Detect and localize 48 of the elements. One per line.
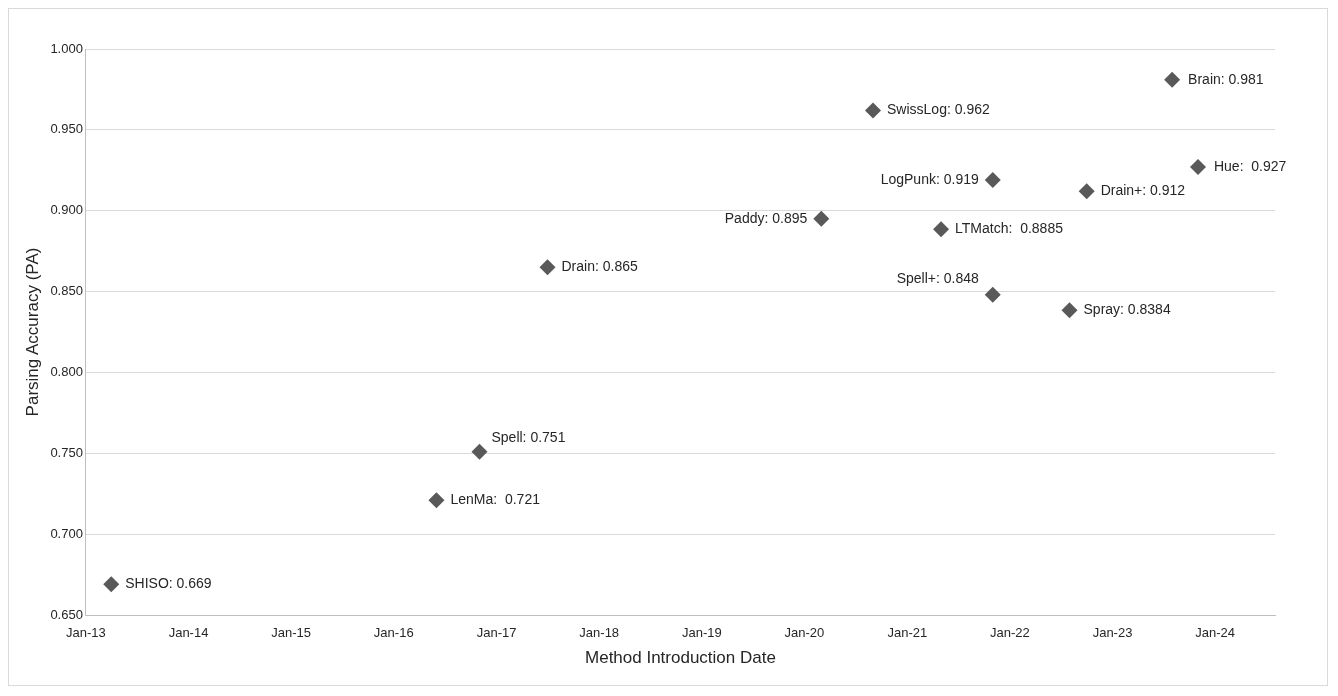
point [813,210,830,227]
point [984,171,1001,188]
x-tick-label: Jan-20 [784,625,825,641]
data-label: Spell+: 0.848 [896,269,979,286]
data-label: Brain: 0.981 [1188,70,1264,87]
point [428,492,445,509]
data-label: SwissLog: 0.962 [887,101,990,118]
point [1164,71,1181,88]
y-tick-label: 0.700 [50,525,83,541]
x-tick-label: Jan-19 [681,625,722,641]
point [471,443,488,460]
y-tick-label: 0.650 [50,606,83,622]
y-tick-label: 1.000 [50,40,83,56]
x-tick-label: Jan-22 [990,625,1030,641]
x-tick-label: Jan-24 [1195,625,1235,641]
y-axis-title: Parsing Accuracy (PA) [22,247,42,417]
point [933,221,950,238]
data-label: LTMatch: 0.8885 [955,220,1064,237]
y-tick-label: 0.900 [50,202,83,218]
point [1061,302,1078,319]
y-tick-label: 0.850 [50,283,83,299]
data-label: LogPunk: 0.919 [880,170,979,187]
data-label: Drain: 0.865 [561,258,638,275]
data-label: Spell: 0.751 [491,428,566,445]
x-tick-label: Jan-15 [271,625,312,641]
x-tick-label: Jan-18 [579,625,620,641]
x-tick-label: Jan-21 [887,625,928,641]
y-tick-label: 0.950 [50,121,83,137]
point [103,576,120,593]
point [539,259,556,276]
x-tick-label: Jan-17 [476,625,517,641]
data-label: Spray: 0.8384 [1083,301,1171,318]
point [984,286,1001,303]
data-label: SHISO: 0.669 [125,575,212,592]
x-tick-label: Jan-16 [373,625,414,641]
x-tick-label: Jan-13 [66,625,106,641]
x-axis-title: Method Introduction Date [585,648,776,668]
data-label: Drain+: 0.912 [1100,182,1186,199]
x-tick-label: Jan-14 [168,625,209,641]
point [1078,183,1095,200]
data-label: LenMa: 0.721 [450,491,541,508]
x-tick-label: Jan-23 [1092,625,1133,641]
point [865,102,882,119]
y-tick-label: 0.800 [50,364,83,380]
data-label: Paddy: 0.895 [724,209,808,226]
y-tick-label: 0.750 [50,444,83,460]
point [1189,159,1206,176]
data-label: Hue: 0.927 [1213,157,1287,174]
